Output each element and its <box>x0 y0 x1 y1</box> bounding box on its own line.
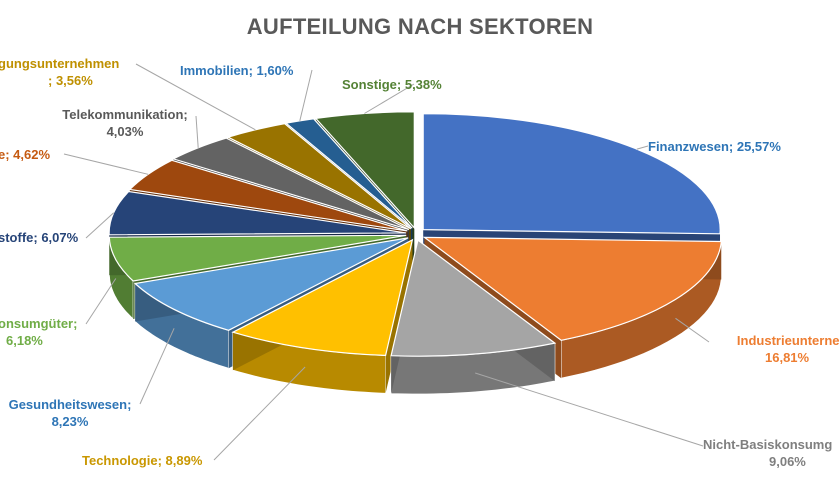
leader-line-immobilien <box>299 69 313 122</box>
leader-line-telekom <box>195 115 199 148</box>
pie-top-faces <box>108 111 722 357</box>
leader-line-nicht-basiskonsum <box>475 372 704 447</box>
label-telekom-line1: Telekommunikation; <box>62 107 188 122</box>
label-energie-text: e; 4,62% <box>0 147 51 162</box>
label-technologie: Technologie; 8,89% <box>82 452 202 469</box>
label-rohstoffe-text: stoffe; 6,07% <box>0 230 79 245</box>
leader-line-energie <box>63 153 149 175</box>
label-rohstoffe: stoffe; 6,07% <box>0 229 78 246</box>
label-sonstige-text: Sonstige; 5,38% <box>342 77 442 92</box>
label-industrie: Industrieunternehm 16,81% <box>709 332 840 366</box>
slice-industrie <box>422 236 722 341</box>
leader-line-finanzwesen <box>636 145 649 150</box>
leader-line-technologie <box>213 366 306 461</box>
label-versorgung-line1: gungsunternehmen <box>0 56 120 71</box>
label-immobilien-text: Immobilien; 1,60% <box>180 63 294 78</box>
leader-line-basiskonsum <box>85 278 117 325</box>
label-basiskonsum: onsumgüter; 6,18% <box>0 315 77 349</box>
slice-basiskonsum <box>108 234 407 282</box>
label-basiskonsum-line2: 6,18% <box>6 333 43 348</box>
chart-title: AUFTEILUNG NACH SEKTOREN <box>246 14 594 39</box>
leader-line-sonstige <box>364 83 415 114</box>
label-industrie-line1: Industrieunternehm <box>736 333 840 348</box>
label-gesundheitswesen: Gesundheitswesen; 8,23% <box>0 396 140 430</box>
slice-nicht-basiskonsum <box>390 239 557 357</box>
slice-versorgung <box>226 123 412 230</box>
leader-line-rohstoffe <box>85 212 115 239</box>
leader-line-gesundheitswesen <box>139 328 175 405</box>
label-technologie-text: Technologie; 8,89% <box>82 453 203 468</box>
label-telekom-line2: 4,03% <box>106 124 144 139</box>
slice-sonstige <box>314 111 415 230</box>
label-versorgung-line2: ; 3,56% <box>48 73 93 88</box>
slice-finanzwesen <box>422 113 721 235</box>
label-telekom: Telekommunikation; 4,03% <box>50 106 200 140</box>
label-immobilien: Immobilien; 1,60% <box>180 62 293 79</box>
label-nicht-basiskonsum-line1: Nicht-Basiskonsumg <box>703 437 833 452</box>
slice-gesundheitswesen <box>133 237 409 331</box>
label-versorgung: gungsunternehmen ; 3,56% <box>0 55 119 89</box>
label-nicht-basiskonsum: Nicht-Basiskonsumg 9,06% <box>703 436 832 470</box>
label-finanzwesen-text: Finanzwesen; 25,57% <box>648 139 781 154</box>
label-finanzwesen: Finanzwesen; 25,57% <box>648 138 781 155</box>
label-nicht-basiskonsum-line2: 9,06% <box>769 454 806 469</box>
label-sonstige: Sonstige; 5,38% <box>342 76 442 93</box>
label-industrie-line2: 16,81% <box>765 350 810 365</box>
label-gesundheitswesen-line1: Gesundheitswesen; <box>8 397 132 412</box>
slice-technologie <box>231 238 414 357</box>
label-basiskonsum-line1: onsumgüter; <box>0 316 78 331</box>
leader-line-industrie <box>675 317 710 343</box>
label-energie: e; 4,62% <box>0 146 50 163</box>
leader-line-versorgung <box>135 63 256 131</box>
leader-lines <box>63 63 710 461</box>
label-gesundheitswesen-line2: 8,23% <box>51 414 89 429</box>
